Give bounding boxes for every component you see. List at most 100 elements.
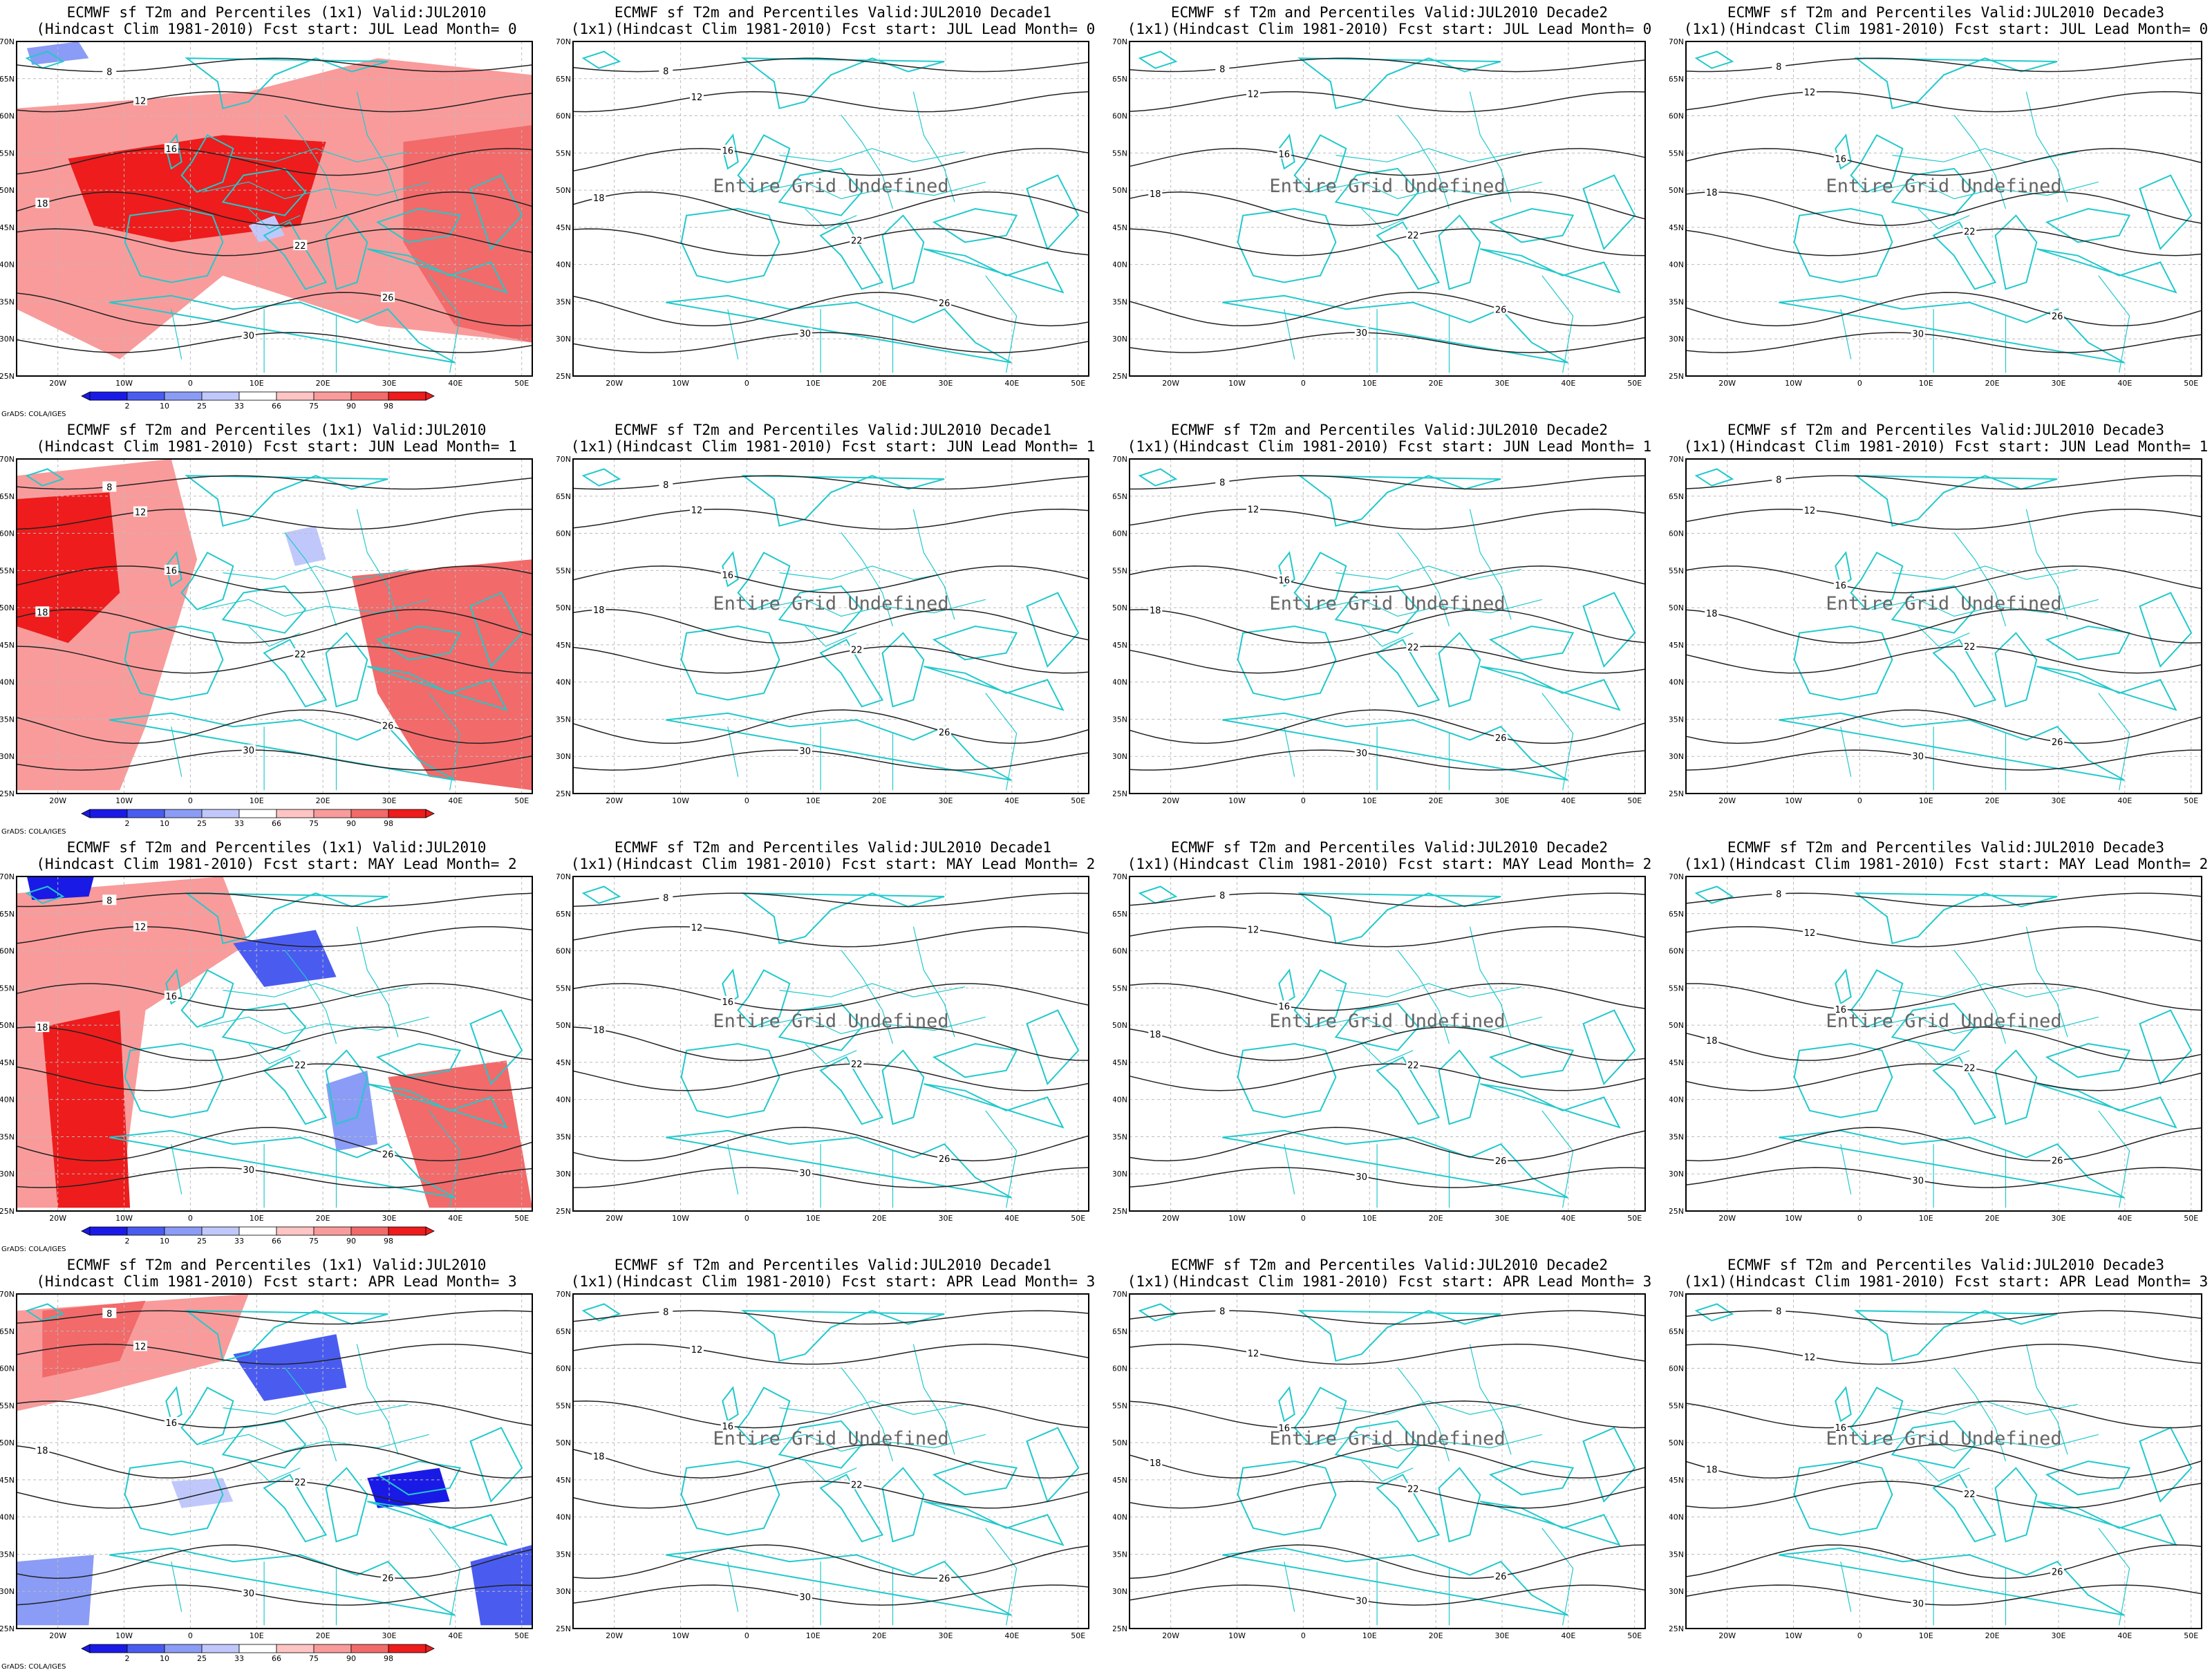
longitude-label: 10E	[1919, 796, 1933, 805]
coastline	[180, 969, 234, 1028]
coastline	[737, 552, 791, 610]
latitude-label: 50N	[0, 1021, 15, 1030]
longitude-label: 40E	[1004, 796, 1019, 805]
coastline	[778, 167, 863, 216]
temperature-contour	[1129, 1343, 1646, 1365]
temperature-contour	[1685, 709, 2202, 744]
latitude-label: 30N	[556, 752, 571, 761]
decade-panel: ECMWF sf T2m and Percentiles Valid:JUL20…	[556, 1252, 1109, 1670]
latitude-label: 45N	[556, 223, 571, 232]
contour-label: 18	[593, 194, 605, 204]
coastline	[2036, 1083, 2177, 1129]
contour-label: 12	[691, 923, 703, 934]
contour-label: 16	[166, 1418, 178, 1429]
temperature-contour	[572, 749, 1089, 771]
contour-label: 18	[1150, 1458, 1161, 1469]
contour-label: 16	[1835, 581, 1847, 592]
map-plot: 8 12 16 18 22 26 30 70N 65N 60N 55N 50N 45N 40N 35N 30N…	[556, 37, 1089, 388]
coastline	[1932, 1056, 1997, 1125]
latitude-label: 50N	[1669, 603, 1684, 612]
colorbar-tick-label: 75	[309, 1237, 319, 1246]
coastline	[741, 1310, 945, 1362]
latitude-label: 25N	[1669, 1207, 1684, 1216]
contour-label: 30	[799, 747, 811, 757]
temperature-contour	[16, 749, 533, 771]
colorbar-tick-label: 66	[272, 1237, 281, 1246]
contour-label: 16	[722, 997, 734, 1008]
coastline	[1293, 134, 1347, 193]
latitude-label: 35N	[1113, 297, 1127, 306]
longitude-label: 10E	[1362, 379, 1377, 388]
latitude-label: 65N	[0, 492, 15, 501]
longitude-label: 20E	[316, 796, 330, 805]
contour-label: 8	[1776, 890, 1781, 900]
panel-title-line2: (1x1)(Hindcast Clim 1981-2010) Fcst star…	[1127, 1273, 1652, 1290]
contour-label: 26	[939, 1154, 950, 1165]
map-plot: 8 12 16 18 22 26 30 70N 65N 60N 55N 50N 45N 40N 35N 30N…	[1113, 37, 1646, 388]
coastline	[2036, 666, 2177, 711]
colorbar-tick-label: 33	[234, 819, 244, 828]
latitude-label: 40N	[556, 261, 571, 270]
coastline	[1334, 167, 1420, 216]
temperature-contour	[1129, 1063, 1646, 1091]
contour-label: 22	[1964, 642, 1976, 653]
longitude-label: 10E	[250, 379, 264, 388]
contour-label: 30	[799, 1168, 811, 1179]
latitude-label: 65N	[556, 1327, 571, 1336]
contour-label: 12	[1804, 928, 1816, 939]
contour-label: 18	[593, 1026, 605, 1036]
coastline	[2139, 174, 2193, 251]
longitude-label: 50E	[2184, 796, 2198, 805]
coastline	[109, 294, 456, 364]
latitude-label: 40N	[0, 678, 15, 687]
panel-title-line2: (1x1)(Hindcast Clim 1981-2010) Fcst star…	[1127, 856, 1652, 872]
longitude-label: 0	[188, 1631, 193, 1640]
coastline	[1237, 207, 1337, 283]
latitude-label: 45N	[1113, 1476, 1127, 1485]
longitude-label: 0	[744, 1214, 749, 1223]
latitude-label: 50N	[556, 1438, 571, 1447]
percentile-shade	[233, 930, 337, 987]
panel-title-line1: ECMWF sf T2m and Percentiles Valid:JUL20…	[1727, 422, 2165, 438]
latitude-label: 60N	[1113, 112, 1127, 121]
longitude-label: 0	[1301, 796, 1306, 805]
coastline	[680, 1460, 780, 1536]
longitude-label: 20E	[1985, 1214, 2000, 1223]
coastline	[1488, 1042, 1575, 1078]
longitude-label: 30E	[2052, 1631, 2066, 1640]
panel-title-line2: (Hindcast Clim 1981-2010) Fcst start: AP…	[36, 1273, 517, 1290]
map-plot: 8 12 16 18 22 26 30 70N 65N 60N 55N 50N 45N 40N 35N 30N…	[0, 455, 533, 835]
temperature-contour	[572, 1063, 1089, 1091]
temperature-contour	[16, 91, 533, 113]
temperature-contour	[572, 1481, 1089, 1509]
percentile-shade	[17, 492, 120, 644]
longitude-label: 10W	[1785, 1214, 1802, 1223]
panel-title-line1: ECMWF sf T2m and Percentiles (1x1) Valid…	[66, 839, 487, 856]
latitude-label: 65N	[556, 75, 571, 84]
longitude-label: 30E	[939, 1214, 953, 1223]
longitude-label: 30E	[1495, 379, 1510, 388]
map-plot: 8 12 16 18 22 26 30 70N 65N 60N 55N 50N 45N 40N 35N 30N…	[556, 1290, 1089, 1640]
map-plot: 8 12 16 18 22 26 30 70N 65N 60N 55N 50N 45N 40N 35N 30N…	[556, 872, 1089, 1223]
longitude-label: 20E	[1429, 796, 1443, 805]
longitude-label: 10E	[250, 1631, 264, 1640]
longitude-label: 10W	[1785, 1631, 1802, 1640]
longitude-label: 10W	[115, 1214, 133, 1223]
temperature-contour	[572, 475, 1089, 490]
longitude-label: 50E	[1071, 1214, 1085, 1223]
coastline	[680, 207, 780, 283]
latitude-label: 45N	[1113, 223, 1127, 232]
longitude-label: 10E	[806, 1214, 821, 1223]
latitude-label: 50N	[0, 186, 15, 195]
colorbar-tick-label: 25	[197, 1237, 207, 1246]
coastline	[325, 1049, 368, 1125]
longitude-label: 20W	[1718, 796, 1736, 805]
coastline	[741, 475, 945, 527]
longitude-label: 20E	[1429, 379, 1443, 388]
percentile-shade	[284, 525, 326, 566]
contour-label: 22	[851, 1060, 863, 1070]
contour-label: 30	[243, 331, 254, 341]
contour-label: 16	[722, 146, 734, 156]
longitude-label: 30E	[2052, 1214, 2066, 1223]
